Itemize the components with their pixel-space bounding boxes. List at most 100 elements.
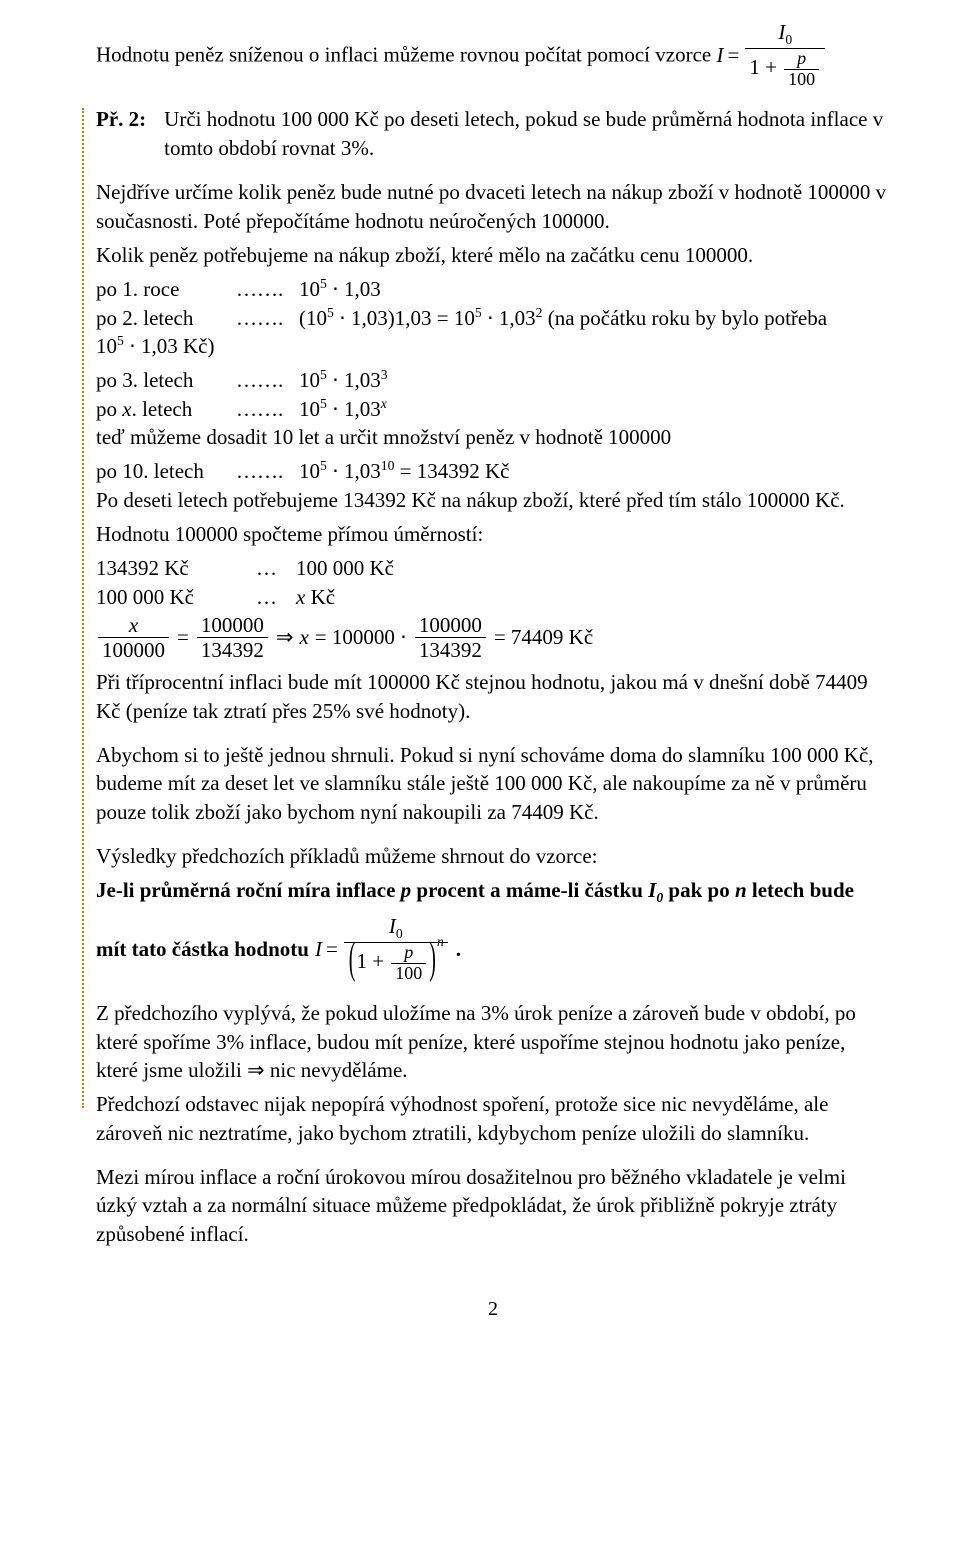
- big-lparen: (: [349, 935, 356, 986]
- base: 10: [299, 397, 320, 421]
- frac-1: x 100000: [98, 613, 169, 662]
- tail: (na počátku roku by bylo potřeba: [542, 306, 827, 330]
- after-2: Hodnotu 100000 spočteme přímou úměrností…: [96, 520, 890, 548]
- p: p: [391, 943, 426, 964]
- var-I: I: [716, 41, 723, 69]
- exp2: 10: [381, 458, 395, 473]
- eq: =: [177, 623, 189, 651]
- fraction: I0 1 + p 100: [745, 20, 825, 89]
- label: po 1. roce: [96, 275, 236, 303]
- mid: 1,03 = 10: [395, 306, 475, 330]
- mid-line: teď můžeme dosadit 10 let a určit množst…: [96, 423, 890, 451]
- rest: ⋅ 1,03: [327, 368, 381, 392]
- intro-paragraph: Hodnotu peněz sníženou o inflaci můžeme …: [96, 20, 890, 89]
- exp: 5: [320, 458, 327, 473]
- den: 134392: [197, 638, 268, 662]
- intro-formula: I = I0 1 + p 100: [716, 20, 827, 89]
- exp: 5: [117, 333, 124, 348]
- num: 100000: [415, 613, 486, 638]
- after-1: Po deseti letech potřebujeme 134392 Kč n…: [96, 486, 890, 514]
- a: Z předchozího vyplývá, že pokud uložíme …: [96, 1001, 856, 1082]
- exp: 5: [327, 305, 334, 320]
- result: = 134392 Kč: [394, 459, 509, 483]
- b: 100 000 Kč: [296, 554, 394, 582]
- exp: 5: [320, 396, 327, 411]
- row-po10: po 10. letech ……. 105 ⋅ 1,0310 = 134392 …: [96, 457, 890, 485]
- t1c: pak po: [663, 878, 735, 902]
- a: 134392 Kč: [96, 554, 256, 582]
- proportion-equation: x 100000 = 100000 134392 ⇒ x = 100000 ⋅ …: [96, 611, 890, 662]
- mid2: ⋅ 1,03: [482, 306, 536, 330]
- theorem-formula: I = I0 (1 + p 100 )n: [315, 914, 450, 983]
- explain-2: Kolik peněz potřebujeme na nákup zboží, …: [96, 241, 890, 269]
- inner-fraction: p 100: [784, 49, 819, 90]
- inner-frac: p 100: [391, 943, 426, 984]
- sub-zero: 0: [785, 32, 792, 47]
- rest: ⋅ 1,03: [327, 459, 381, 483]
- p: p: [401, 878, 412, 902]
- t1b: procent a máme-li částku: [411, 878, 648, 902]
- fraction: I0 (1 + p 100 )n: [344, 914, 448, 983]
- dots: …: [256, 554, 296, 582]
- arrow: ⇒: [276, 623, 294, 651]
- exp2: 5: [475, 305, 482, 320]
- row-pox: po x. letech ……. 105 ⋅ 1,03x: [96, 395, 890, 423]
- para-3: Mezi mírou inflace a roční úrokovou míro…: [96, 1163, 890, 1248]
- b: nic nevyděláme.: [265, 1058, 408, 1082]
- b: ⋅ 1,03: [334, 306, 388, 330]
- eq2: = 100000 ⋅: [315, 623, 407, 651]
- I0: I: [389, 914, 396, 938]
- den: 100000: [98, 638, 169, 662]
- const-100: 100: [784, 70, 819, 90]
- label: po 3. letech: [96, 366, 236, 394]
- base: 10: [299, 459, 320, 483]
- row-po3: po 3. letech ……. 105 ⋅ 1,033: [96, 366, 890, 394]
- arrow: ⇒: [247, 1058, 265, 1082]
- a: 10: [306, 306, 327, 330]
- result: = 74409 Kč: [494, 623, 593, 651]
- summary-2: Výsledky předchozích příkladů můžeme shr…: [96, 842, 890, 870]
- frac-2: 100000 134392: [197, 613, 268, 662]
- exp: 5: [320, 367, 327, 382]
- t1d: letech bude: [747, 878, 854, 902]
- row-po1: po 1. roce ……. 105 ⋅ 1,03: [96, 275, 890, 303]
- label: po 2. letech: [96, 304, 236, 332]
- label: po 10. letech: [96, 457, 236, 485]
- para-1: Z předchozího vyplývá, že pokud uložíme …: [96, 999, 890, 1084]
- intro-text: Hodnotu peněz sníženou o inflaci můžeme …: [96, 43, 716, 67]
- theorem-line-1: Je-li průměrná roční míra inflace p proc…: [96, 876, 890, 908]
- I: I: [315, 935, 322, 963]
- c100: 100: [391, 964, 426, 984]
- lparen: (: [299, 306, 306, 330]
- equals: =: [727, 41, 739, 69]
- x: x: [299, 623, 308, 651]
- sub: 0: [396, 926, 403, 941]
- rparen: ): [388, 306, 395, 330]
- explain-1: Nejdříve určíme kolik peněz bude nutné p…: [96, 178, 890, 235]
- row-po2: po 2. letech ……. (105 ⋅ 1,03)1,03 = 105 …: [96, 304, 890, 332]
- proportion-row-1: 134392 Kč … 100 000 Kč: [96, 554, 890, 582]
- proportion-row-2: 100 000 Kč … x Kč: [96, 583, 890, 611]
- num: x: [98, 613, 169, 638]
- base: 10: [96, 334, 117, 358]
- summary-1: Abychom si to ještě jednou shrnuli. Poku…: [96, 741, 890, 826]
- den-pre: 1 +: [749, 55, 777, 79]
- dots: …….: [236, 277, 283, 301]
- exp: 5: [320, 276, 327, 291]
- exp-n: n: [437, 934, 444, 949]
- exercise-label: Př. 2:: [96, 105, 146, 162]
- base: 10: [299, 277, 320, 301]
- theorem-line-2: mít tato částka hodnotu I = I0 (1 + p 10…: [96, 914, 890, 983]
- row-po2-cont: 105 ⋅ 1,03 Kč): [96, 332, 890, 360]
- frac-3: 100000 134392: [415, 613, 486, 662]
- dots: …….: [236, 459, 283, 483]
- a: 100 000 Kč: [96, 583, 256, 611]
- vertical-margin-rule: [82, 108, 84, 1108]
- dot: .: [456, 935, 461, 963]
- var-p: p: [784, 49, 819, 70]
- rest: ⋅ 1,03: [327, 397, 381, 421]
- big-rparen: ): [429, 935, 436, 986]
- den: 134392: [415, 638, 486, 662]
- exp2: x: [381, 396, 387, 411]
- exercise-2: Př. 2: Urči hodnotu 100 000 Kč po deseti…: [96, 105, 890, 162]
